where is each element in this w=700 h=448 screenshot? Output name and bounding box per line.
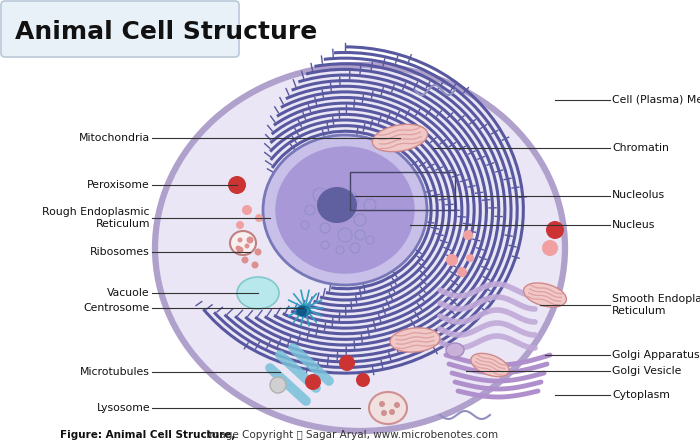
Text: Centrosome: Centrosome	[84, 303, 150, 313]
Circle shape	[270, 377, 286, 393]
Text: Mitochondria: Mitochondria	[79, 133, 150, 143]
Text: Cytoplasm: Cytoplasm	[612, 390, 670, 400]
Text: Image Copyright Ⓢ Sagar Aryal, www.microbenotes.com: Image Copyright Ⓢ Sagar Aryal, www.micro…	[203, 430, 498, 440]
Circle shape	[241, 257, 248, 263]
Circle shape	[237, 237, 242, 242]
Circle shape	[389, 409, 395, 415]
Ellipse shape	[524, 283, 566, 307]
Circle shape	[457, 267, 467, 277]
Text: Rough Endoplasmic
Reticulum: Rough Endoplasmic Reticulum	[43, 207, 150, 229]
Text: Lysosome: Lysosome	[97, 403, 150, 413]
Circle shape	[236, 221, 244, 229]
Circle shape	[246, 237, 253, 244]
Ellipse shape	[372, 124, 428, 152]
Ellipse shape	[317, 187, 357, 223]
Circle shape	[542, 240, 558, 256]
Ellipse shape	[155, 65, 565, 431]
Circle shape	[251, 262, 258, 268]
Text: Nucleolus: Nucleolus	[612, 190, 665, 200]
Circle shape	[446, 254, 458, 266]
Ellipse shape	[237, 277, 279, 309]
Text: Animal Cell Structure: Animal Cell Structure	[15, 20, 317, 44]
Circle shape	[228, 176, 246, 194]
Circle shape	[463, 230, 473, 240]
Ellipse shape	[369, 392, 407, 424]
Text: Chromatin: Chromatin	[612, 143, 669, 153]
Circle shape	[297, 306, 307, 316]
Text: Golgi Apparatus: Golgi Apparatus	[612, 350, 699, 360]
Circle shape	[237, 246, 244, 254]
Circle shape	[546, 221, 564, 239]
Circle shape	[356, 373, 370, 387]
Text: Nucleus: Nucleus	[612, 220, 655, 230]
Ellipse shape	[471, 353, 509, 377]
Circle shape	[466, 254, 474, 262]
Circle shape	[242, 205, 252, 215]
Circle shape	[255, 214, 263, 222]
Text: Cell (Plasma) Membrane: Cell (Plasma) Membrane	[612, 95, 700, 105]
Circle shape	[244, 244, 249, 249]
Text: Ribosomes: Ribosomes	[90, 247, 150, 257]
Circle shape	[339, 355, 355, 371]
Ellipse shape	[390, 328, 440, 352]
Circle shape	[305, 374, 321, 390]
Text: Smooth Endoplasmic
Reticulum: Smooth Endoplasmic Reticulum	[612, 294, 700, 316]
Text: Microtubules: Microtubules	[80, 367, 150, 377]
Circle shape	[394, 402, 400, 408]
Ellipse shape	[446, 343, 464, 357]
Text: Golgi Vesicle: Golgi Vesicle	[612, 366, 681, 376]
Text: Peroxisome: Peroxisome	[88, 180, 150, 190]
Bar	[350, 172, 455, 210]
Circle shape	[255, 249, 262, 255]
Ellipse shape	[296, 306, 310, 316]
Ellipse shape	[275, 146, 414, 274]
Circle shape	[379, 401, 385, 407]
FancyBboxPatch shape	[1, 1, 239, 57]
Ellipse shape	[263, 135, 427, 285]
Circle shape	[381, 410, 387, 416]
Text: Figure: Animal Cell Structure,: Figure: Animal Cell Structure,	[60, 430, 235, 440]
Circle shape	[235, 246, 241, 250]
Ellipse shape	[230, 231, 256, 255]
Text: Vacuole: Vacuole	[107, 288, 150, 298]
